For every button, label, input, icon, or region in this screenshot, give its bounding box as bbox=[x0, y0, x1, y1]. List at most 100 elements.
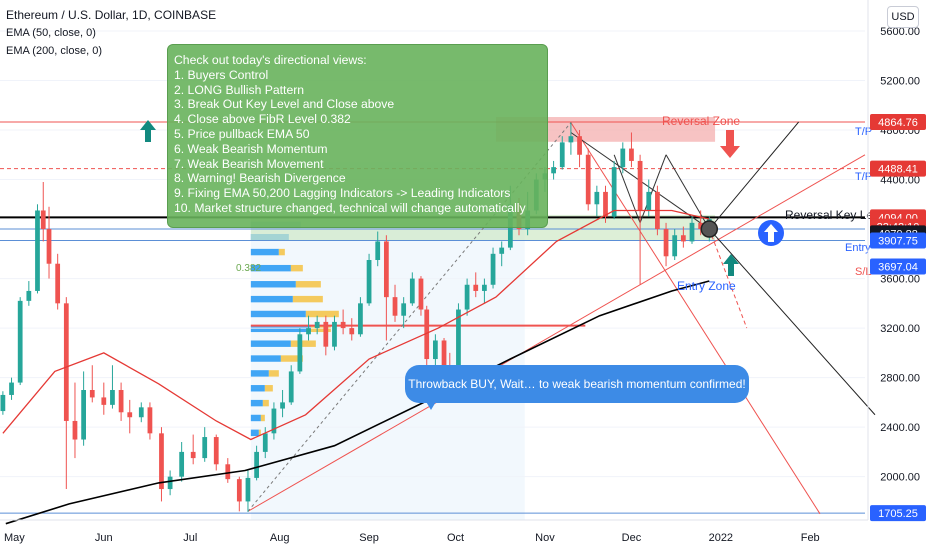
volume-profile-bar bbox=[250, 248, 279, 256]
candle-body bbox=[680, 235, 686, 242]
volume-profile-bar bbox=[250, 281, 296, 288]
note-item: 8. Warning! Bearish Divergence bbox=[174, 171, 346, 186]
note-item: 6. Weak Bearish Momentum bbox=[174, 141, 328, 156]
candle-body bbox=[663, 229, 669, 257]
note-heading: Check out today's directional views: bbox=[174, 53, 367, 67]
volume-profile-bar bbox=[250, 295, 293, 303]
entry-zone-label: Entry Zone bbox=[677, 279, 736, 293]
candle-body bbox=[147, 407, 153, 434]
candle-body bbox=[349, 328, 355, 335]
y-tick-label: 2000.00 bbox=[880, 472, 920, 484]
candle-body bbox=[629, 148, 634, 161]
candle-body bbox=[358, 303, 363, 335]
volume-profile-value-bar bbox=[258, 429, 261, 437]
candle-body bbox=[603, 191, 608, 217]
channel-lower-line bbox=[247, 154, 866, 512]
volume-profile-bar bbox=[250, 310, 306, 318]
candle-body bbox=[35, 210, 40, 291]
y-tick-label: 3200.00 bbox=[880, 323, 920, 335]
ema200-legend[interactable]: EMA (200, close, 0) bbox=[6, 45, 102, 57]
price-tag-label: 3697.04 bbox=[878, 262, 918, 274]
candle-body bbox=[254, 451, 259, 478]
analysis-note[interactable]: Check out today's directional views: 1. … bbox=[167, 44, 548, 228]
candle-body bbox=[594, 191, 600, 205]
note-item: 4. Close above FibR Level 0.382 bbox=[174, 112, 351, 127]
volume-profile-value-bar bbox=[292, 295, 323, 303]
candle-body bbox=[280, 402, 285, 409]
candle-body bbox=[72, 420, 78, 440]
volume-profile-value-bar bbox=[290, 264, 303, 272]
reversal-up-arrow-glyph bbox=[764, 224, 778, 242]
candle-body bbox=[340, 321, 346, 329]
candle-body bbox=[138, 407, 144, 418]
x-tick-label: Nov bbox=[535, 532, 555, 544]
candle-body bbox=[262, 433, 268, 452]
x-tick-label: Aug bbox=[270, 532, 290, 544]
note-item: 9. Fixing EMA 50,200 Lagging Indicators … bbox=[174, 186, 511, 201]
volume-profile-bar bbox=[250, 325, 311, 333]
y-tick-label: 4400.00 bbox=[880, 175, 920, 187]
ema50-line bbox=[2, 209, 710, 441]
reversal-zone-label: Reversal Zone bbox=[662, 114, 740, 128]
note-item: 5. Price pullback EMA 50 bbox=[174, 126, 310, 141]
note-item: 1. Buyers Control bbox=[174, 67, 269, 82]
currency-button[interactable]: USD bbox=[887, 6, 919, 28]
note-item: 10. Market structure changed, technical … bbox=[174, 200, 526, 215]
tp-label: T/P bbox=[855, 126, 872, 138]
candle-body bbox=[17, 300, 23, 383]
candle-body bbox=[225, 464, 231, 480]
candle-body bbox=[179, 451, 185, 477]
candle-body bbox=[0, 394, 6, 412]
y-tick-label: 3600.00 bbox=[880, 274, 920, 286]
price-tag bbox=[870, 232, 926, 249]
y-tick-label: 2800.00 bbox=[880, 373, 920, 385]
candle-body bbox=[689, 222, 695, 242]
x-tick-label: Dec bbox=[622, 532, 642, 544]
candle-body bbox=[213, 437, 219, 465]
candle-body bbox=[81, 390, 86, 440]
pattern-line bbox=[665, 154, 710, 230]
candle-body bbox=[55, 263, 61, 304]
candle-body bbox=[637, 160, 643, 211]
candle-body bbox=[159, 433, 164, 490]
note-item: 7. Weak Bearish Movement bbox=[174, 156, 324, 171]
candle-body bbox=[323, 321, 329, 347]
candle-body bbox=[271, 408, 277, 434]
volume-profile-value-bar bbox=[290, 340, 316, 347]
throwback-callout[interactable]: Throwback BUY, Wait… to weak bearish mom… bbox=[405, 365, 749, 403]
x-tick-label: Oct bbox=[447, 532, 464, 544]
volume-profile-value-bar bbox=[310, 325, 331, 333]
volume-profile-value-bar bbox=[268, 370, 279, 377]
volume-profile-bar bbox=[250, 355, 281, 362]
volume-profile-bar bbox=[250, 370, 269, 377]
candle-body bbox=[672, 235, 678, 257]
volume-profile-bar bbox=[250, 399, 263, 407]
candle-body bbox=[568, 136, 574, 143]
x-tick-label: 2022 bbox=[709, 532, 733, 544]
price-tag bbox=[870, 113, 926, 130]
price-tag bbox=[870, 258, 926, 275]
pattern-line bbox=[613, 154, 641, 224]
candle-body bbox=[383, 241, 389, 298]
callout-tail bbox=[425, 400, 437, 410]
candle-body bbox=[366, 260, 372, 304]
down-arrow-icon bbox=[720, 130, 740, 158]
candle-body bbox=[127, 412, 133, 418]
candle-body bbox=[409, 278, 415, 304]
ema50-legend[interactable]: EMA (50, close, 0) bbox=[6, 27, 96, 39]
candle-body bbox=[297, 334, 303, 372]
y-tick-label: 2400.00 bbox=[880, 422, 920, 434]
x-tick-label: Feb bbox=[801, 532, 820, 544]
price-tag-label: 4864.76 bbox=[878, 117, 918, 129]
volume-profile-bar bbox=[250, 264, 291, 272]
note-item: 3. Break Out Key Level and Close above bbox=[174, 97, 395, 112]
volume-profile-bar bbox=[250, 429, 259, 437]
candle-body bbox=[245, 477, 251, 502]
symbol-title[interactable]: Ethereum / U.S. Dollar, 1D, COINBASE bbox=[6, 8, 217, 22]
candle-body bbox=[314, 321, 320, 329]
candle-body bbox=[401, 303, 407, 316]
volume-profile-value-bar bbox=[278, 248, 285, 256]
candle-body bbox=[473, 284, 479, 291]
candle-body bbox=[620, 148, 626, 168]
